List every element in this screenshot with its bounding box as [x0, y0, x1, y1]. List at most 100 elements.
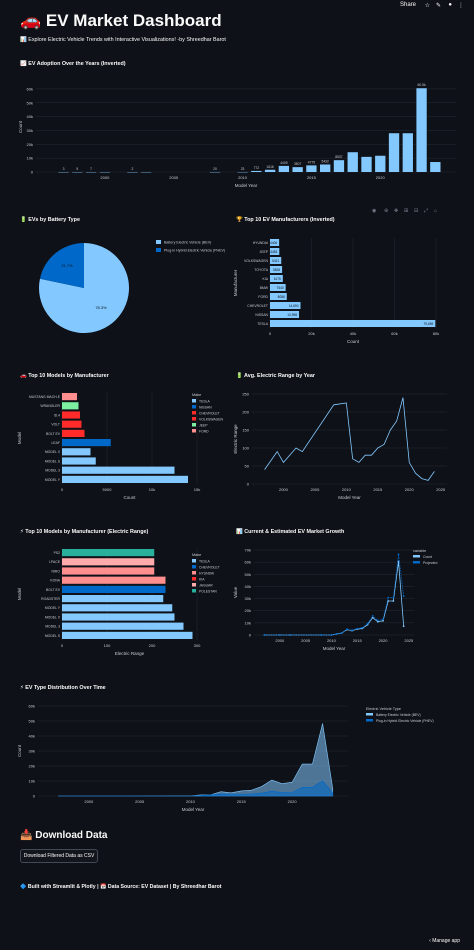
point — [366, 622, 369, 625]
point — [387, 596, 390, 599]
x-tick-label: 2015 — [353, 638, 363, 643]
x-tick-label: 2010 — [238, 175, 248, 180]
x-tick-label: 0 — [61, 487, 64, 492]
bar — [270, 301, 301, 310]
y-tick-label: 10k — [245, 620, 251, 625]
bar — [62, 393, 77, 401]
legend-label: NISSAN — [199, 405, 212, 409]
camera-icon[interactable]: ◉ — [372, 208, 377, 214]
y-tick-label: VOLKSWAGEN — [244, 259, 269, 263]
share-button[interactable]: Share — [399, 2, 416, 8]
legend-swatch — [413, 561, 420, 564]
section-title-battery-text: EVs by Battery Type — [28, 217, 80, 223]
bar — [62, 576, 166, 584]
manage-app-button[interactable]: ‹ Manage app — [429, 938, 460, 944]
y-tick-label: NIRO — [52, 569, 61, 573]
y-tick-label: 0 — [33, 794, 36, 799]
chart-adoption[interactable]: 0 10k 20k 30k 40k 50k 60k 2000 2005 2010 2015 2020 3… — [14, 72, 464, 197]
zoom-out-icon[interactable]: ⊟ — [414, 208, 419, 214]
bar-data-label: 5421 — [272, 259, 279, 263]
y-tick-label: 100 — [242, 446, 249, 451]
zoom-in-icon[interactable]: ⊞ — [404, 208, 409, 214]
x-tick-label: 0 — [61, 643, 64, 648]
y-axis-label: Model — [17, 588, 22, 600]
download-csv-button[interactable]: Download Filtered Data as CSV — [20, 849, 98, 863]
point — [371, 616, 374, 619]
bar-data-label: 4406 — [270, 241, 277, 245]
y-tick-label: 50k — [27, 100, 33, 105]
y-tick-label: 50k — [245, 572, 251, 577]
point — [335, 633, 338, 635]
chart-manufacturers[interactable]: 0 20k 40k 60k 80k HYUNDAI 4406 JEEP 4483 VOLKSWAG… — [230, 228, 460, 353]
x-tick-label: 2020 — [376, 175, 386, 180]
y-tick-label: MODEL S — [45, 634, 61, 638]
autoscale-icon[interactable]: ⤢ — [424, 208, 429, 214]
bar-data-label: 5828 — [273, 268, 280, 272]
legend-swatch — [366, 719, 373, 722]
point — [376, 619, 379, 622]
github-icon[interactable]: ● — [448, 2, 452, 8]
y-tick-label: FORD — [258, 295, 268, 299]
legend-swatch — [192, 429, 196, 433]
pie-slice — [39, 243, 84, 288]
page-subtitle: 📊 Explore Electric Vehicle Trends with I… — [20, 37, 226, 43]
y-tick-label: KIA — [263, 277, 269, 281]
bar — [251, 170, 262, 172]
bar — [62, 549, 155, 557]
section-title-adoption-text: EV Adoption Over the Years (Inverted) — [28, 61, 126, 67]
x-tick-label: 2010 — [186, 799, 196, 804]
y-tick-label: MUSTANG MACH-E — [29, 395, 61, 399]
legend-label: POLESTAR — [199, 589, 217, 593]
x-tick-label: 15k — [194, 487, 200, 492]
x-tick-label: 2005 — [135, 799, 145, 804]
legend-swatch — [192, 411, 196, 415]
y-tick-label: BMW — [260, 286, 269, 290]
zoom-icon[interactable]: ⊕ — [384, 208, 389, 214]
chart-models-range[interactable]: 0 100 200 300 PS2 I-PACE NIRO KONA BOLT EV ROADST… — [14, 540, 234, 662]
bar — [270, 247, 280, 256]
y-axis-label: Value — [233, 586, 238, 598]
y-axis-label: Count — [18, 120, 23, 133]
chart-models[interactable]: 0 5000 10k 15k MUSTANG MACH-E WRANGLER ID.4 VOL… — [14, 384, 234, 504]
star-icon[interactable]: ☆ — [424, 3, 430, 9]
point — [351, 629, 353, 632]
chart-range-by-year[interactable]: 0 50 100 150 200 250 2000 2005 2010 2015 2020 2025 M… — [230, 384, 460, 509]
y-tick-label: MODEL Y — [45, 606, 61, 610]
more-icon[interactable]: ⋮ — [458, 3, 464, 9]
legend-label: Plug-in Hybrid Electric Vehicle (PHEV) — [376, 719, 434, 723]
edit-icon[interactable]: ✎ — [435, 3, 441, 9]
y-tick-label: MODEL X — [45, 615, 61, 619]
bar — [270, 310, 300, 319]
area-series — [58, 723, 334, 797]
section-title-models-range-text: Top 10 Models by Manufacturer (Electric … — [25, 529, 149, 535]
section-title-manufacturers: 🏆 Top 10 EV Manufacturers (Inverted) — [236, 217, 335, 223]
point — [320, 634, 322, 636]
bar — [375, 155, 386, 172]
bar — [270, 274, 283, 283]
point — [402, 625, 405, 628]
legend-swatch — [192, 405, 196, 409]
point — [387, 600, 390, 602]
pan-icon[interactable]: ✥ — [394, 208, 399, 214]
y-tick-label: CHEVROLET — [247, 304, 268, 308]
y-tick-label: PS2 — [54, 551, 61, 555]
bar — [62, 585, 166, 593]
reset-axes-icon[interactable]: ⌂ — [434, 208, 438, 214]
chart-battery[interactable]: 78.3% Battery Electric Vehicle (BEV) 21.7%… — [14, 228, 234, 348]
chart-type-distribution[interactable]: 0 10k 20k 30k 40k 50k 60k 2000 2005 2010 2015 2020 B… — [14, 696, 464, 818]
point — [402, 595, 405, 598]
chart-growth[interactable]: 0 10k 20k 30k 40k 50k 60k 70k 2000 2005 2010 2015 20… — [230, 540, 460, 662]
x-tick-label: 2020 — [379, 638, 389, 643]
y-tick-label: 30k — [27, 128, 33, 133]
bar — [62, 429, 85, 437]
x-tick-label: 2015 — [237, 799, 247, 804]
legend-label: VOLKSWAGEN — [199, 417, 224, 421]
y-tick-label: 250 — [242, 392, 249, 397]
x-tick-label: 2010 — [342, 487, 352, 492]
legend-label: CHEVROLET — [199, 411, 220, 415]
legend-label: HYUNDAI — [199, 571, 214, 575]
section-title-models-range: ⚡ Top 10 Models by Manufacturer (Electri… — [20, 529, 149, 535]
section-title-type-dist-text: EV Type Distribution Over Time — [25, 685, 106, 691]
legend-title: Electric Vehicle Type — [366, 707, 401, 711]
x-tick-label: 60k — [391, 331, 397, 336]
